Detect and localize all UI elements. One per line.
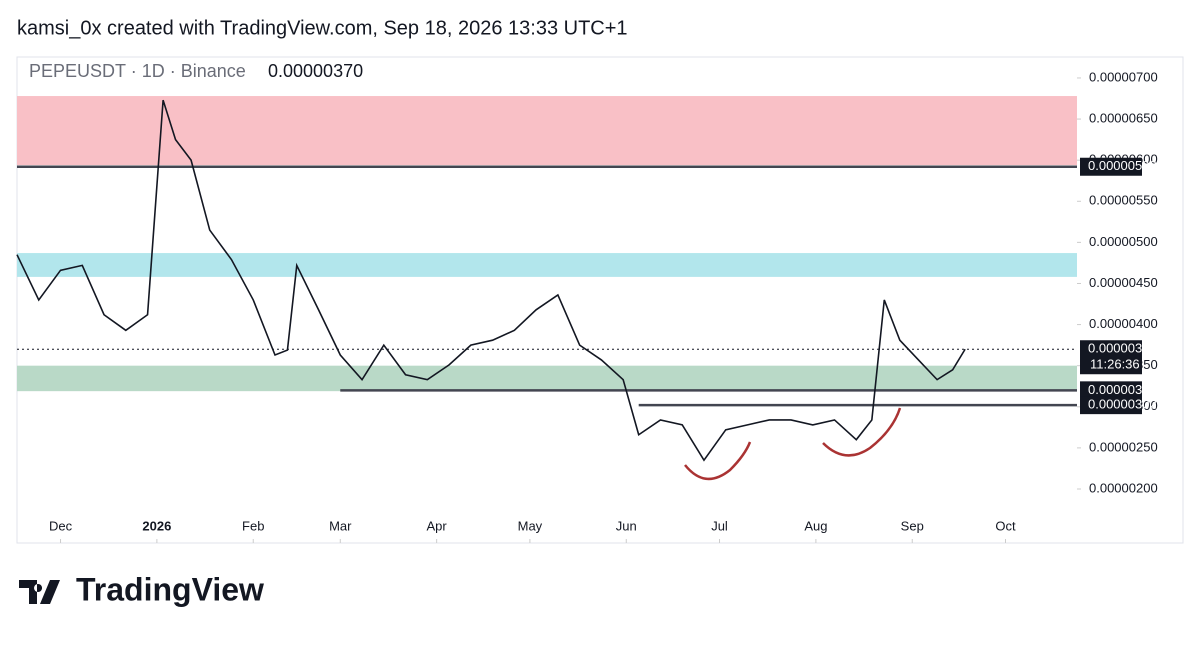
x-tick-label: 2026 — [142, 518, 171, 533]
level-tag — [1080, 381, 1142, 400]
y-tick-label: 0.00000500 — [1089, 234, 1158, 249]
y-tick-label: 0.00000700 — [1089, 69, 1158, 84]
y-tick-label: 0.00000650 — [1089, 111, 1158, 126]
level-tag — [1080, 157, 1142, 176]
countdown: 11:26:36 — [1090, 357, 1140, 372]
logo: TradingView — [19, 571, 264, 607]
level-label: 0.00000320 — [1088, 382, 1157, 397]
price-line — [16, 99, 966, 462]
annotation-curve — [684, 441, 752, 480]
x-tick-label: Aug — [804, 518, 827, 533]
last-price-label: 0.00000370 — [1088, 341, 1157, 356]
plot — [16, 96, 1077, 462]
zone — [17, 365, 1077, 392]
legend-price: 0.00000370 — [268, 61, 363, 81]
zone — [17, 96, 1077, 166]
y-tick-label: 0.00000250 — [1089, 439, 1158, 454]
x-tick-label: May — [518, 518, 543, 533]
x-tick-label: Jul — [711, 518, 728, 533]
last-price-tag — [1080, 340, 1142, 375]
zone — [17, 253, 1077, 277]
y-tick-label: 0.00000550 — [1089, 193, 1158, 208]
chart-title: PEPEUSDT · 1D · Binance — [29, 61, 246, 81]
x-tick-label: Oct — [995, 518, 1016, 533]
x-tick-label: Feb — [242, 518, 264, 533]
level-label: 0.00000592 — [1088, 158, 1157, 173]
x-tick-label: Apr — [427, 518, 448, 533]
x-tick-label: Jun — [616, 518, 637, 533]
y-tick-label: 0.00000200 — [1089, 480, 1158, 495]
level-label: 0.00000302 — [1088, 397, 1157, 412]
level-tag — [1080, 396, 1142, 415]
x-tick-label: Mar — [329, 518, 352, 533]
x-tick-label: Sep — [901, 518, 924, 533]
y-tick-label: 0.00000450 — [1089, 275, 1158, 290]
chart-frame — [16, 56, 1184, 544]
x-tick-label: Dec — [49, 518, 73, 533]
header: kamsi_0x created with TradingView.com, S… — [17, 17, 628, 39]
logo-text: TradingView — [76, 571, 264, 607]
y-tick-label: 0.00000400 — [1089, 316, 1158, 331]
annotation-curve — [822, 407, 902, 457]
